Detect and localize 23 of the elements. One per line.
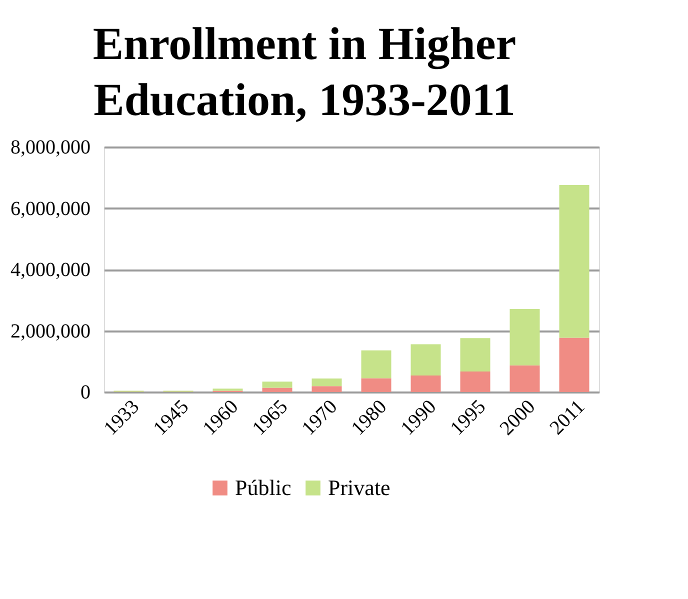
y-tick-label: 2,000,000 xyxy=(10,320,90,342)
y-tick-label: 0 xyxy=(80,382,90,404)
bar xyxy=(410,344,441,376)
bar xyxy=(510,309,540,366)
bar xyxy=(262,382,292,388)
bar xyxy=(262,388,292,392)
legend-label: Private xyxy=(328,475,390,500)
bar xyxy=(312,386,342,392)
legend-label: Públic xyxy=(235,475,292,500)
bar xyxy=(559,338,590,392)
x-tick-label: 2011 xyxy=(546,396,590,440)
bar xyxy=(460,371,490,392)
bar xyxy=(312,378,342,386)
y-tick-label: 6,000,000 xyxy=(10,198,90,220)
bar xyxy=(361,350,392,378)
bar xyxy=(410,375,441,392)
y-tick-label: 8,000,000 xyxy=(10,136,90,158)
bar xyxy=(559,184,590,338)
chart-title: Enrollment in Higher Education, 1933-2011 xyxy=(92,18,516,125)
bar xyxy=(510,365,540,392)
bar xyxy=(460,338,490,372)
y-tick-label: 4,000,000 xyxy=(10,259,90,281)
bar xyxy=(361,378,392,392)
